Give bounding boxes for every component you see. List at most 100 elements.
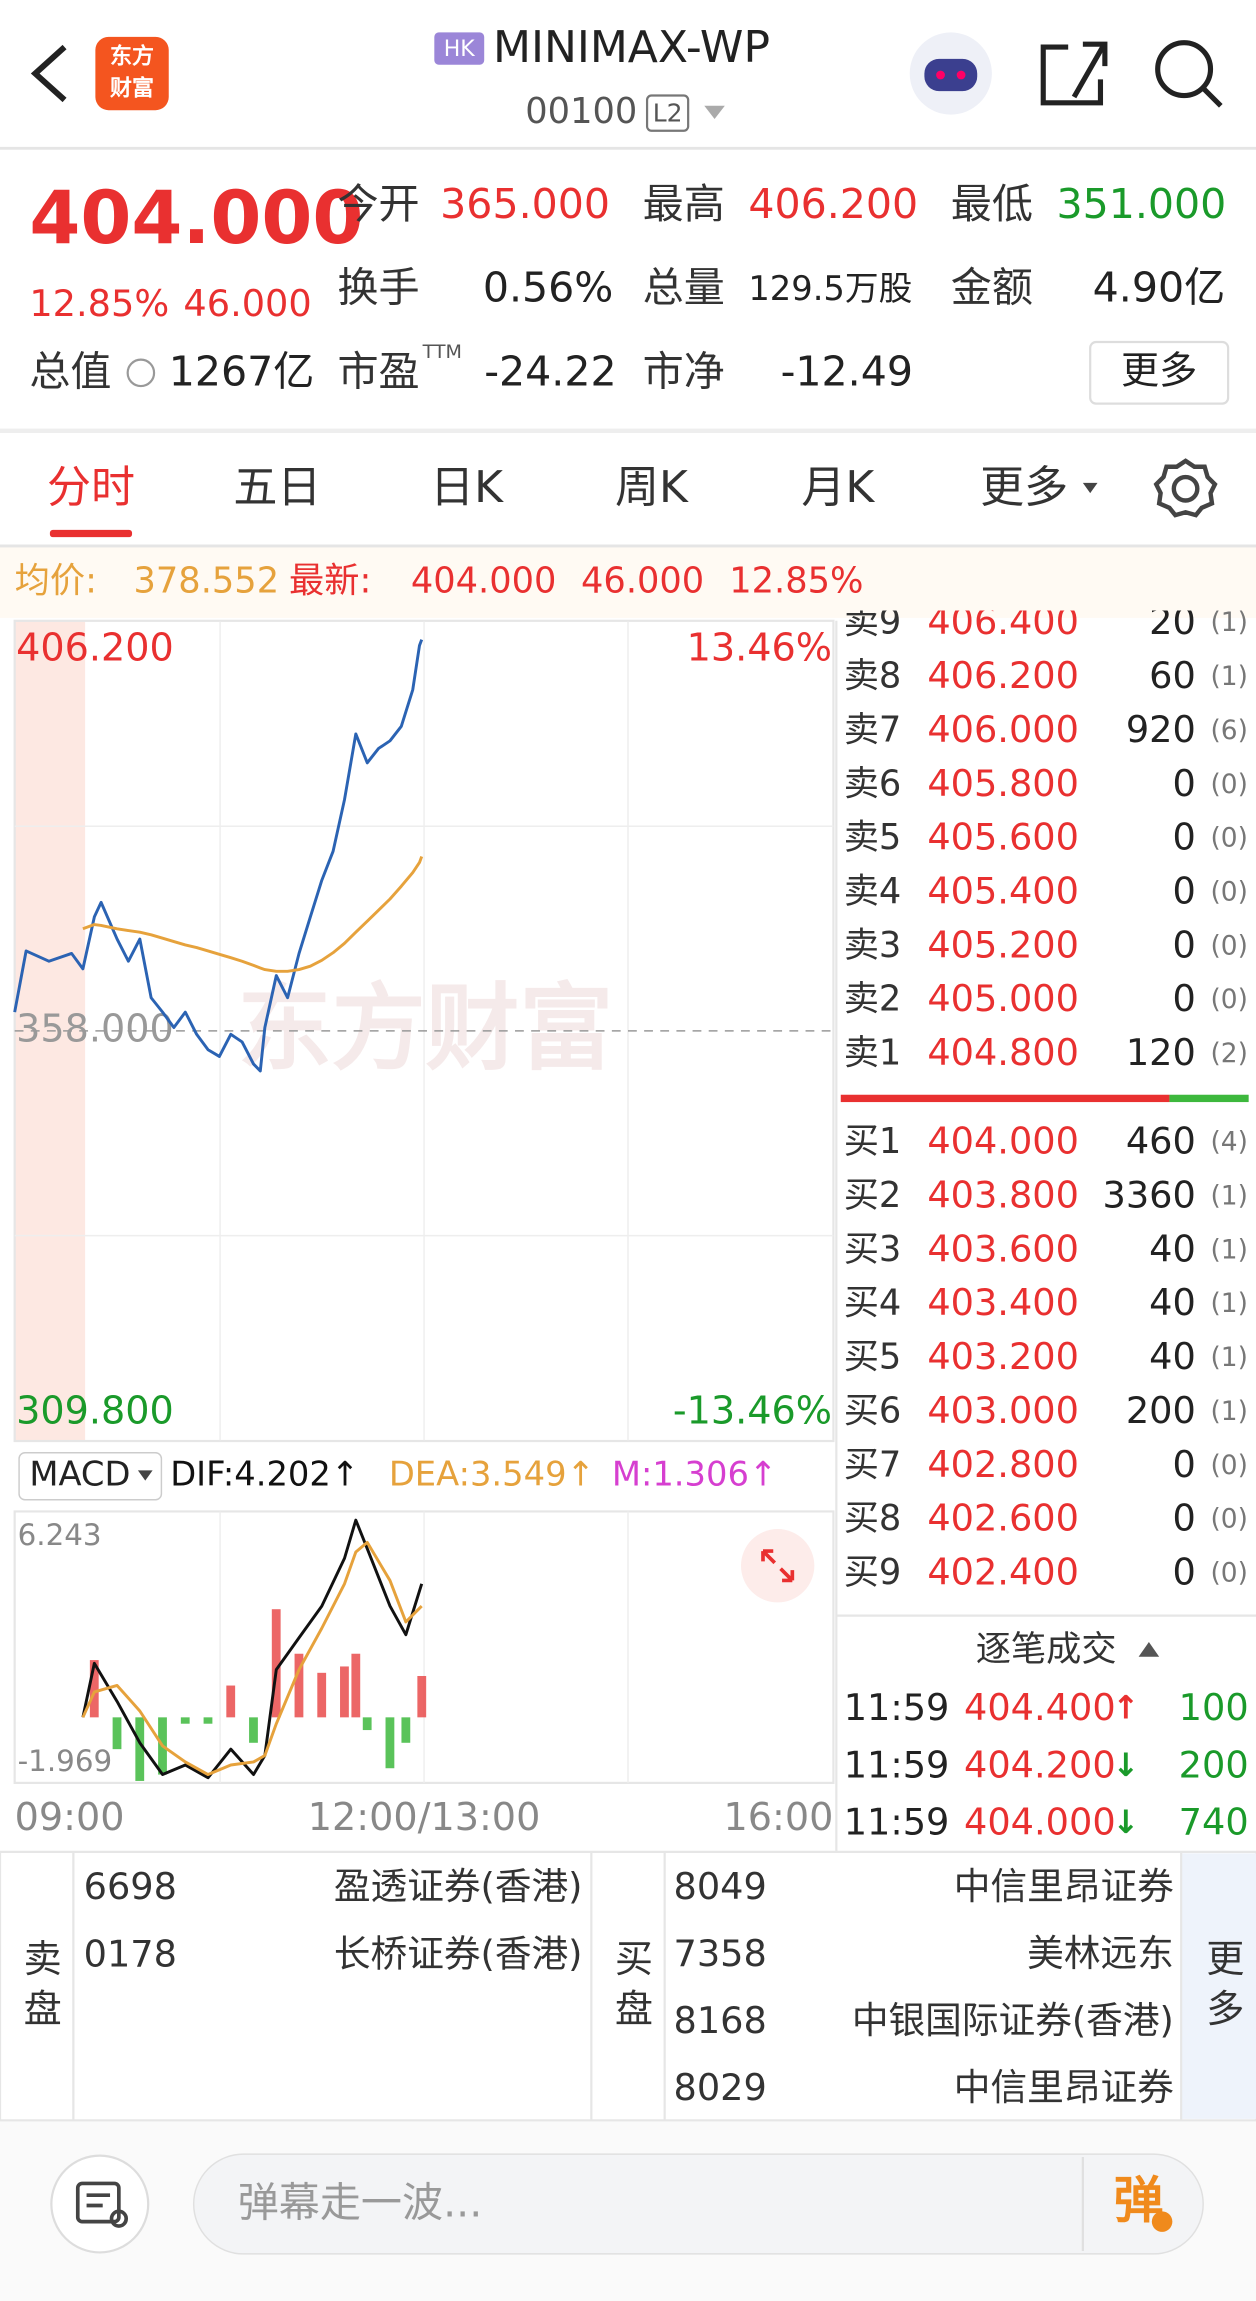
book-volume: 120 — [1126, 1031, 1196, 1074]
y-tick-label: 406.200 — [16, 626, 174, 670]
book-volume: 0 — [1172, 762, 1195, 805]
histogram-bar — [249, 1717, 258, 1743]
indicator-dropdown — [137, 1470, 153, 1481]
field-label: 总量 — [643, 264, 725, 312]
book-volume: 0 — [1172, 1550, 1195, 1593]
indicator-select[interactable] — [18, 1452, 163, 1501]
book-price: 403.600 — [927, 1227, 1079, 1270]
tab-indicator — [49, 529, 133, 538]
book-price: 405.800 — [927, 762, 1079, 805]
book-level: 卖6 — [844, 763, 902, 804]
broker-queue: 卖盘 买盘 更多 — [0, 1850, 1256, 2122]
legend-entry: DIF:4.202↑ — [170, 1455, 359, 1494]
book-volume: 0 — [1172, 977, 1195, 1020]
y2-tick-label: -13.46% — [673, 1389, 832, 1433]
book-orders: (4) — [1211, 1127, 1248, 1158]
info-icon[interactable] — [126, 358, 156, 388]
danmaku-input[interactable] — [192, 2153, 1204, 2255]
change: 46.000 — [183, 282, 311, 325]
trade-price: 404.200 — [964, 1743, 1116, 1786]
trade-price: 404.000 — [964, 1800, 1116, 1843]
bid-ratio-bar — [1169, 1094, 1249, 1103]
histogram-bar — [401, 1717, 411, 1743]
book-orders: (1) — [1211, 1396, 1248, 1427]
tab[interactable]: 更多 — [980, 462, 1068, 513]
search-icon[interactable] — [1155, 40, 1223, 108]
market-badge: HK — [444, 37, 476, 62]
back-button[interactable] — [30, 44, 67, 103]
change-pct: 12.85% — [29, 282, 169, 325]
trade-direction: ↑ — [1112, 1689, 1139, 1727]
book-orders: (0) — [1211, 823, 1248, 854]
book-level: 卖9 — [844, 602, 902, 643]
tab[interactable]: 五日 — [233, 462, 321, 513]
series-line — [13, 639, 424, 1073]
code-dropdown[interactable] — [704, 105, 725, 119]
stock-name: MINIMAX-WP — [493, 22, 770, 73]
book-level: 买9 — [844, 1552, 902, 1593]
book-price: 404.000 — [927, 1120, 1079, 1163]
y-tick-label: 358.000 — [16, 1006, 174, 1050]
share-icon[interactable] — [1040, 41, 1108, 106]
tab[interactable]: 月K — [801, 462, 875, 513]
avg-price: 378.552 — [134, 561, 280, 602]
chart-frame: 东方财富 MACD — [13, 619, 838, 1852]
book-price: 403.200 — [927, 1335, 1079, 1378]
book-volume: 0 — [1172, 1497, 1195, 1540]
book-level: 买3 — [844, 1229, 902, 1270]
quote-panel: 404.000 12.85% 46.000 今开 365.000 最高 406.… — [0, 176, 1256, 433]
x-tick-label: 12:00/13:00 — [308, 1795, 541, 1839]
latest-label: 最新: — [289, 561, 371, 602]
broker-name: 美林远东 — [1027, 1932, 1174, 1975]
book-orders: (1) — [1211, 607, 1248, 638]
header: 东方 财富 HK MINIMAX-WP 00100 L2 — [0, 22, 1256, 150]
book-orders: (1) — [1211, 1342, 1248, 1373]
series-line — [81, 1540, 423, 1777]
broker-more[interactable]: 更多 — [1200, 1938, 1244, 2038]
histogram-bar — [89, 1660, 99, 1718]
assistant-face — [924, 58, 978, 92]
trade-volume: 740 — [1179, 1800, 1249, 1843]
trades-title[interactable]: 逐笔成交 — [976, 1629, 1117, 1670]
stock-code: 00100 — [525, 91, 637, 132]
divider — [0, 428, 1256, 433]
tab[interactable]: 分时 — [47, 462, 135, 513]
book-level: 卖4 — [844, 871, 902, 912]
broker-more-bg[interactable] — [1181, 1853, 1256, 2119]
broker-code: 7358 — [673, 1932, 766, 1975]
book-volume: 0 — [1172, 923, 1195, 966]
book-volume: 460 — [1126, 1120, 1196, 1163]
more-button-text: 更多 — [1121, 348, 1197, 392]
legend-entry: M:1.306↑ — [612, 1455, 777, 1494]
y2-tick-label: 13.46% — [687, 626, 832, 670]
expand-button[interactable] — [740, 1529, 815, 1603]
book-price: 405.200 — [927, 923, 1079, 966]
tab-dropdown — [1082, 482, 1098, 494]
book-level: 卖7 — [844, 709, 902, 750]
histogram-bar — [417, 1675, 427, 1718]
field-label: 最低 — [951, 180, 1033, 228]
expand-icon — [761, 1549, 795, 1583]
logo-text: 东方 — [110, 43, 154, 69]
tab[interactable]: 周K — [615, 462, 689, 513]
indicator-name: MACD — [29, 1455, 130, 1494]
charts: 406.200 358.000 309.800 13.46% -13.46% 09:00 1… — [13, 620, 834, 1839]
more-button[interactable] — [1089, 340, 1230, 405]
tab[interactable]: 日K — [430, 462, 504, 513]
book-price: 402.400 — [927, 1550, 1079, 1593]
ask-ratio-bar — [840, 1094, 1170, 1103]
trade-volume: 200 — [1179, 1743, 1249, 1786]
histogram-bar — [180, 1717, 190, 1724]
trade-price: 404.400 — [964, 1686, 1116, 1729]
book-price: 406.000 — [927, 708, 1079, 751]
settings-icon[interactable] — [1153, 458, 1218, 518]
book-orders: (1) — [1211, 661, 1248, 692]
book-volume: 920 — [1126, 708, 1196, 751]
logo-text: 财富 — [110, 76, 154, 102]
level-badge: L2 — [653, 99, 683, 128]
trades-sort — [1138, 1642, 1160, 1657]
danmaku-icon — [75, 2181, 129, 2228]
market-badge-bg — [434, 32, 485, 65]
book-volume: 0 — [1172, 869, 1195, 912]
